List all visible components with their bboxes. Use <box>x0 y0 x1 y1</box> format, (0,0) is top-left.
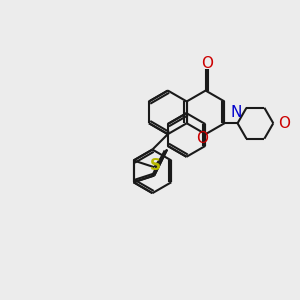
Text: O: O <box>202 56 214 71</box>
Text: O: O <box>196 130 208 146</box>
Text: S: S <box>150 158 161 173</box>
Text: O: O <box>278 116 290 131</box>
Text: N: N <box>231 105 242 120</box>
